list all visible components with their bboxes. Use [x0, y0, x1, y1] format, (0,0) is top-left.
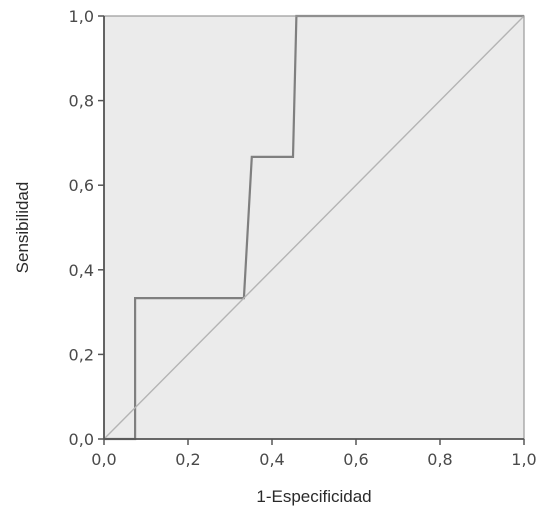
- y-tick-label: 0,2: [69, 345, 94, 364]
- x-tick-label: 0,8: [427, 450, 452, 469]
- roc-curve-line: [104, 14, 524, 441]
- y-tick-label: 0,4: [69, 261, 94, 280]
- x-tick-label: 0,2: [175, 450, 200, 469]
- x-tick-label: 0,6: [343, 450, 368, 469]
- x-tick-label: 0,0: [91, 450, 116, 469]
- x-tick-label: 0,4: [259, 450, 284, 469]
- reference-diagonal-line: [103, 15, 525, 440]
- y-tick-label: 1,0: [69, 7, 94, 26]
- x-tick-label: 1,0: [511, 450, 536, 469]
- y-axis-title: Sensibilidad: [13, 182, 32, 274]
- y-tick-label: 0,0: [69, 430, 94, 449]
- x-axis-title: 1-Especificidad: [256, 487, 371, 506]
- x-axis-ticks: 0,0 0,2 0,4 0,6 0,8 1,0: [91, 439, 537, 469]
- plot-area-group: [103, 14, 525, 441]
- y-tick-label: 0,8: [69, 92, 94, 111]
- y-axis-ticks: 0,0 0,2 0,4 0,6 0,8 1,0: [69, 7, 104, 449]
- y-tick-label: 0,6: [69, 176, 94, 195]
